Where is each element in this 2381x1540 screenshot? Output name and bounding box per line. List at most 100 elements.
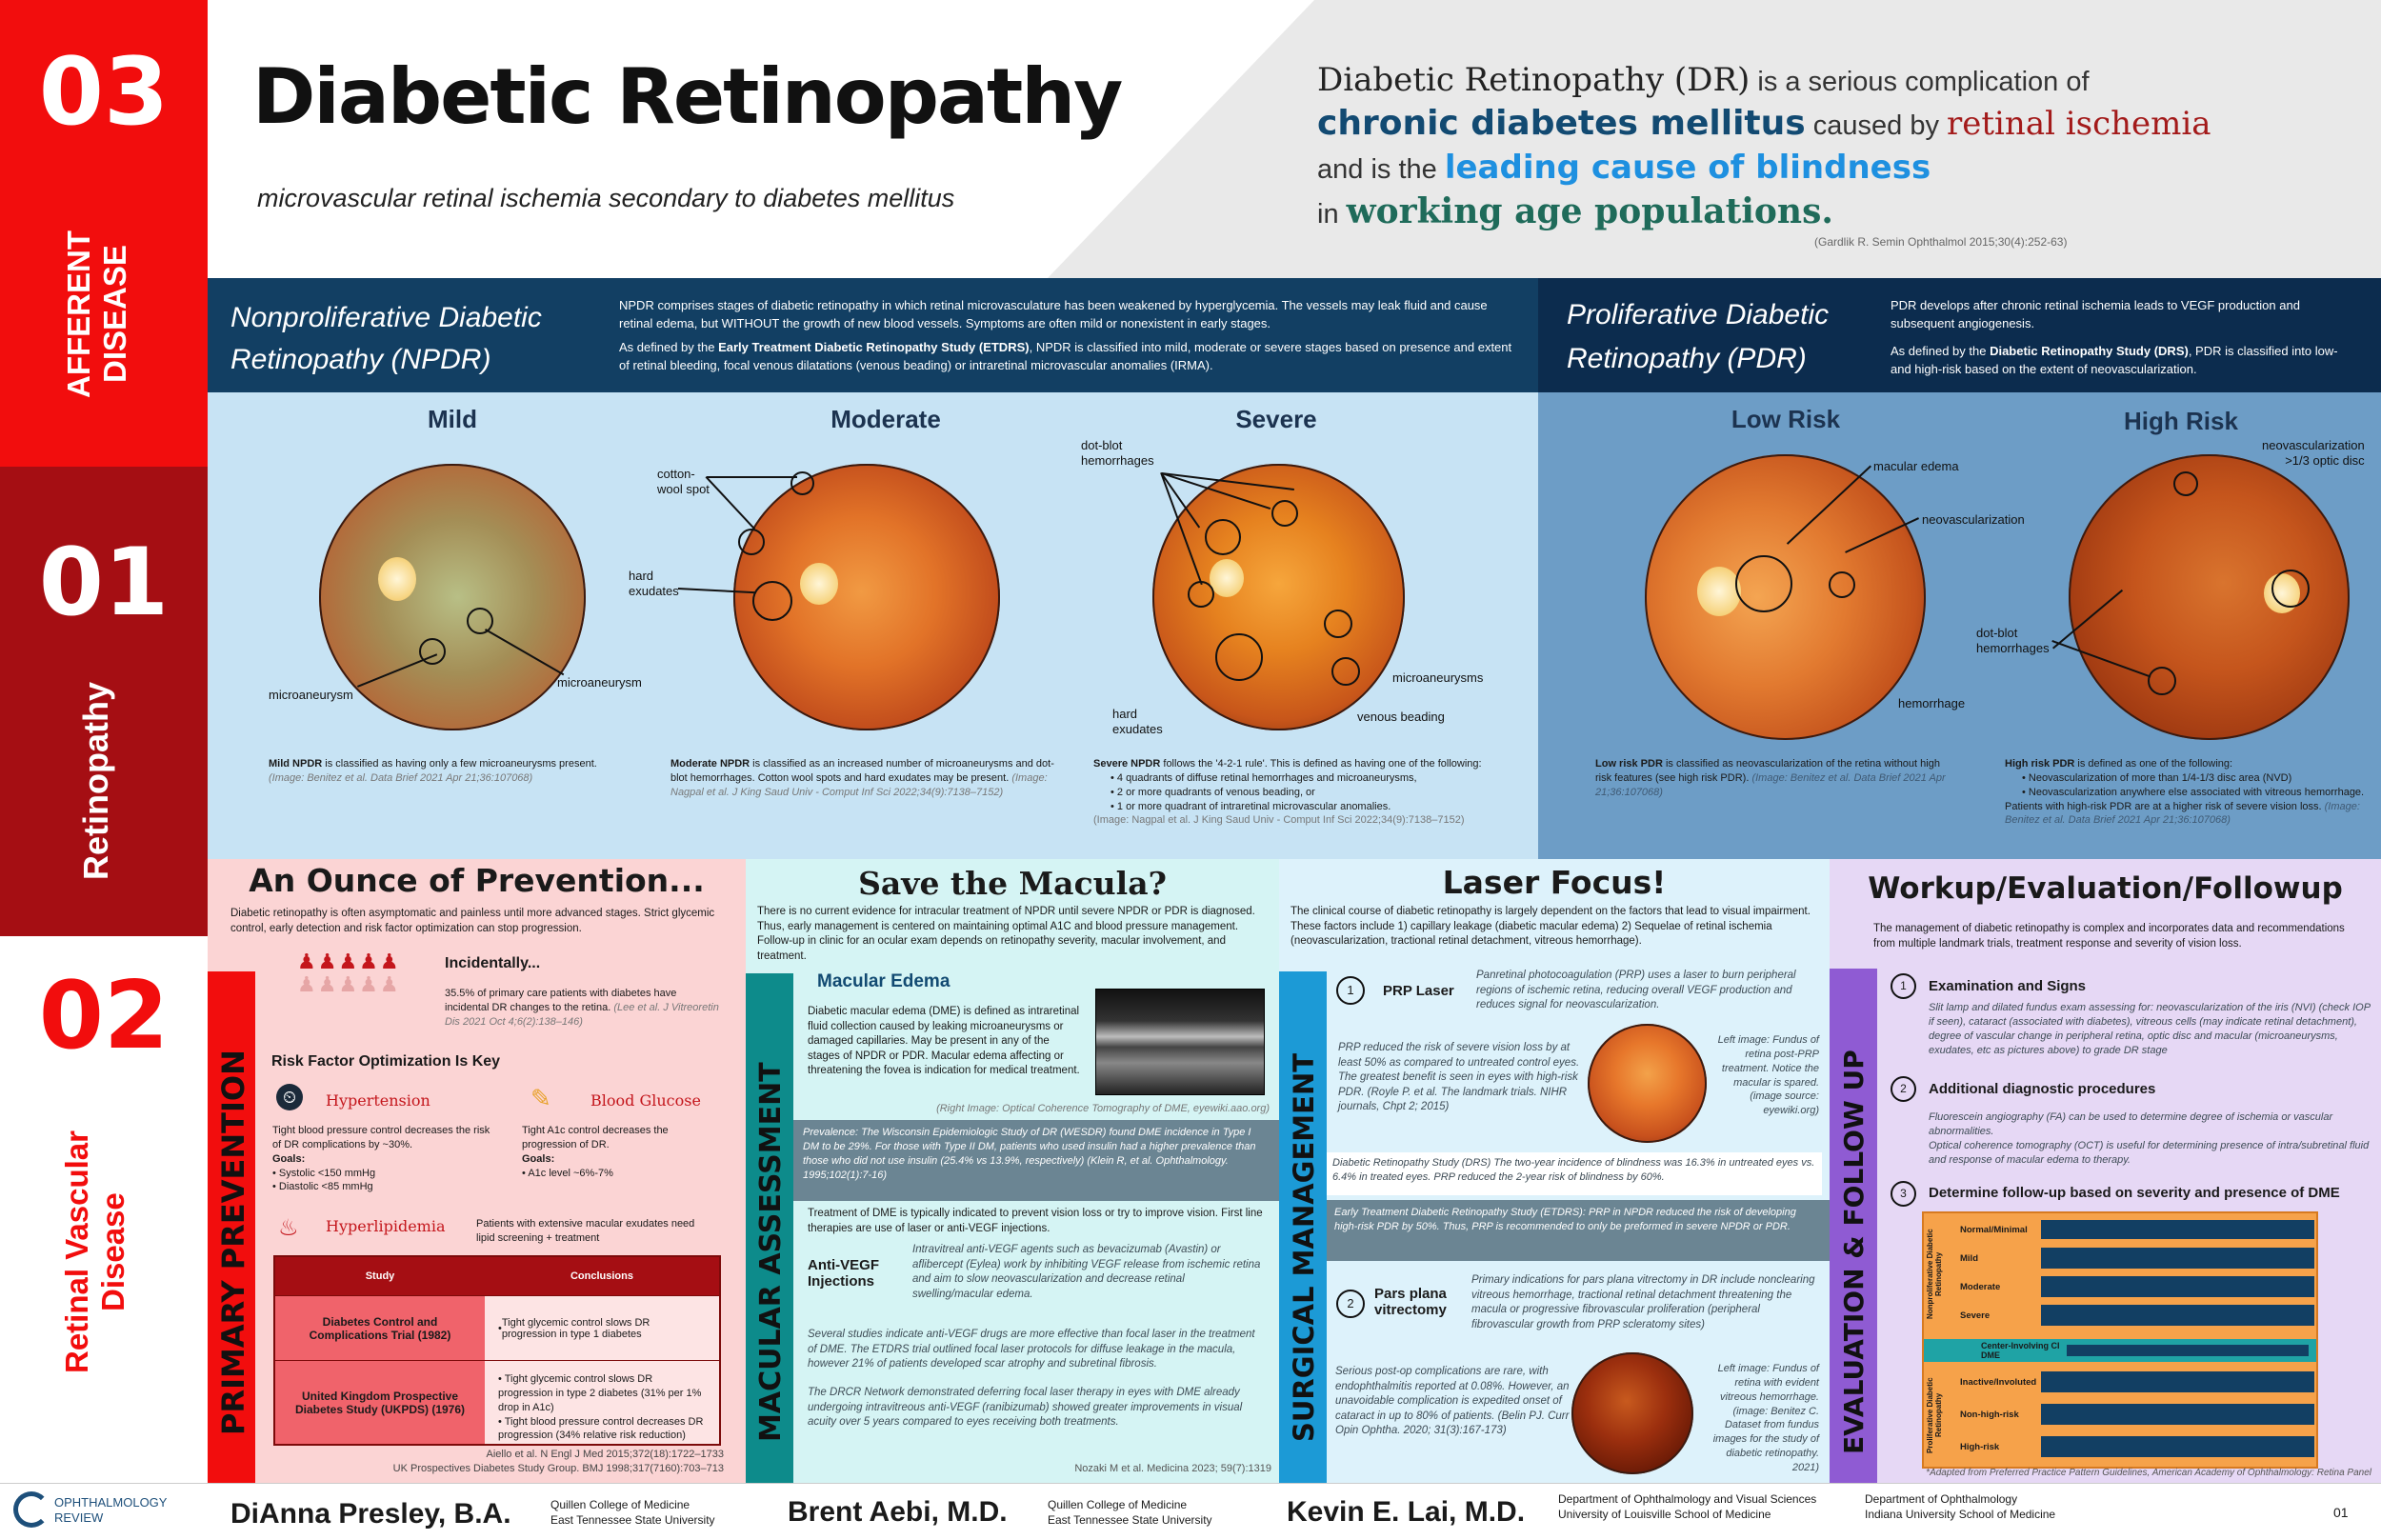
severe-ring-4 [1324,610,1352,638]
affil: Department of Ophthalmology [1865,1492,2018,1506]
tbl-row-label: Non-high-risk [1960,1409,2019,1420]
stage-mild: Mild [428,405,477,433]
laser-sidebar [1279,971,1327,1483]
prevention-cite: UK Prospectives Diabetes Study Group. BM… [392,1462,724,1474]
caption-moderate-text: is classified as an increased number of … [670,758,1054,784]
affil: Quillen College of Medicine [550,1498,690,1511]
caption-severe: Severe NPDR follows the '4-2-1 rule'. Th… [1093,757,1531,828]
tbl-row: Severe [1960,1301,2314,1330]
glucose-icon: ✎ [530,1084,551,1112]
goal-item: A1c level ~6%-7% [528,1167,613,1179]
label-cotton-wool: cotton- wool spot [657,467,710,497]
label-microaneurysm-left: microaneurysm [269,688,353,702]
caption-low-risk: Low risk PDR is classified as neovascula… [1595,757,1957,800]
label-venous-beading: venous beading [1357,710,1445,724]
macular-edema-text: Diabetic macular edema (DME) is defined … [808,1006,1080,1077]
author-1: DiAnna Presley, B.A. [230,1498,511,1530]
prevention-citations: Aiello et al. N Engl J Med 2015;372(18):… [362,1448,724,1476]
hypertension-text: Tight blood pressure control decreases t… [272,1125,490,1193]
stage-moderate: Moderate [830,405,941,433]
exam-heading: Examination and Signs [1929,978,2087,994]
macula-sidebar [746,973,793,1483]
caption-mild: Mild NPDR is classified as having only a… [269,757,650,786]
macula-title: Save the Macula? [858,865,1167,902]
def-chronic: chronic diabetes mellitus [1317,104,1806,143]
page-number: 01 [2333,1505,2349,1520]
workup-step-2: 2 [1891,1076,1916,1102]
npdr-title: Nonproliferative Diabetic Retinopathy (N… [230,302,542,375]
stage-low-risk: Low Risk [1731,405,1841,433]
incidentally-heading: Incidentally... [445,955,541,971]
caption-high-cite: (Image: Benitez et al. Data Brief 2021 A… [2005,800,2360,827]
trial-conclusion-text: Tight blood pressure control decreases D… [498,1415,704,1442]
anti-vegf-heading: Anti-VEGF Injections [808,1257,879,1290]
people-icon-grid: ♟♟♟♟♟ ♟♟♟♟♟ [297,950,401,996]
trial-conclusion: • Tight glycemic control slows DR progre… [485,1361,719,1444]
caption-severe-text: follows the '4-2-1 rule'. This is define… [1160,758,1482,770]
lipid-icon: ♨ [278,1215,299,1241]
tbl-row-label: Moderate [1960,1281,2001,1292]
high-list-item: Neovascularization of more than 1/4-1/3 … [2028,771,2292,784]
th-study: Study [365,1270,395,1282]
caption-moderate: Moderate NPDR is classified as an increa… [670,757,1070,800]
trial-conclusion-text: Tight glycemic control slows DR progress… [498,1373,702,1413]
ppv-image-caption: Left image: Fundus of retina with eviden… [1712,1363,1819,1473]
laser-step-2: 2 [1336,1290,1365,1318]
author-3-affiliation-a: Department of Ophthalmology and Visual S… [1558,1491,1816,1522]
ppv-text: Primary indications for pars plana vitre… [1471,1274,1815,1330]
high-ring-3 [2148,667,2176,695]
affil: University of Louisville School of Medic… [1558,1508,1771,1522]
workup-note: *Adapted from Preferred Practice Pattern… [1926,1468,2371,1478]
caption-severe-cite: (Image: Nagpal et al. J King Saud Univ -… [1093,814,1465,827]
label-hemorrhage: hemorrhage [1898,696,1966,710]
diagnostics-heading: Additional diagnostic procedures [1929,1081,2156,1097]
footer-divider [0,1483,2381,1484]
def-text: is a serious complication of [1750,67,2090,97]
tbl-row: Non-high-risk [1960,1398,2314,1430]
npdr-etdrs: Early Treatment Diabetic Retinopathy Stu… [718,340,1030,354]
npdr-banner [208,278,1538,392]
drs-text: Diabetic Retinopathy Study (DRS) The two… [1327,1152,1822,1195]
prp-fundus-image [1588,1024,1707,1143]
th-conclusions: Conclusions [570,1270,633,1282]
blood-glucose-text: Tight A1c control decreases the progress… [522,1125,669,1179]
incidentally-body: 35.5% of primary care patients with diab… [445,988,677,1013]
caption-mild-cite: (Image: Benitez et al. Data Brief 2021 A… [269,771,533,784]
several-studies-text: Several studies indicate anti-VEGF drugs… [808,1329,1255,1370]
high-note: Patients with high-risk PDR are at a hig… [2005,800,2322,812]
label-microaneurysms-severe: microaneurysms [1392,670,1484,685]
workup-side-label: EVALUATION & FOLLOW UP [1838,1050,1870,1455]
label-macular-edema: macular edema [1873,459,1959,473]
def-working: working age populations. [1346,191,1833,231]
laser-title: Laser Focus! [1442,864,1667,901]
page-subtitle: microvascular retinal ischemia secondary… [257,184,955,212]
tbl-center-involving: Center-Involving CI DME [1924,1339,2316,1362]
goals-label: Goals: [272,1152,306,1165]
prevention-intro: Diabetic retinopathy is often asymptomat… [230,908,715,934]
followup-heading: Determine follow-up based on severity an… [1929,1185,2340,1201]
author-2: Brent Aebi, M.D. [788,1496,1008,1528]
caption-moderate-cite: (Image: Nagpal et al. J King Saud Univ -… [670,771,1048,798]
caption-severe-bold: Severe NPDR [1093,758,1161,770]
tbl-row: High-risk [1960,1430,2314,1463]
macular-edema-heading: Macular Edema [817,971,950,991]
side-number-01: 01 [38,529,170,637]
label-dot-blot-high: dot-blot hemorrhages [1976,626,2050,656]
caption-low-cite: (Image: Benitez et al. Data Brief 2021 A… [1595,771,1946,798]
macula-side-label: MACULAR ASSESSMENT [754,1062,788,1443]
etdrs-box: Early Treatment Diabetic Retinopathy Stu… [1327,1200,1830,1261]
oct-caption: (Right Image: Optical Coherence Tomograp… [936,1103,1270,1114]
side-block-01 [0,467,208,936]
moderate-ring-1 [790,471,814,495]
mild-ring-1 [419,638,446,665]
incidentally-text: 35.5% of primary care patients with diab… [445,987,721,1030]
incidentally-cite: (Lee et al. J Vitreoretin Dis 2021 Oct 4… [445,1001,719,1028]
workup-step-1: 1 [1891,973,1916,999]
pdr-title: Proliferative Diabetic Retinopathy (PDR) [1567,299,1830,374]
tbl-pdr-rows: Inactive/Involuted Non-high-risk High-ri… [1960,1366,2314,1463]
high-ring-1 [2173,471,2198,496]
caption-mild-bold: Mild NPDR [269,758,323,770]
tbl-row-label: Normal/Minimal [1960,1224,2028,1235]
tbl-row-label: Mild [1960,1252,1978,1264]
